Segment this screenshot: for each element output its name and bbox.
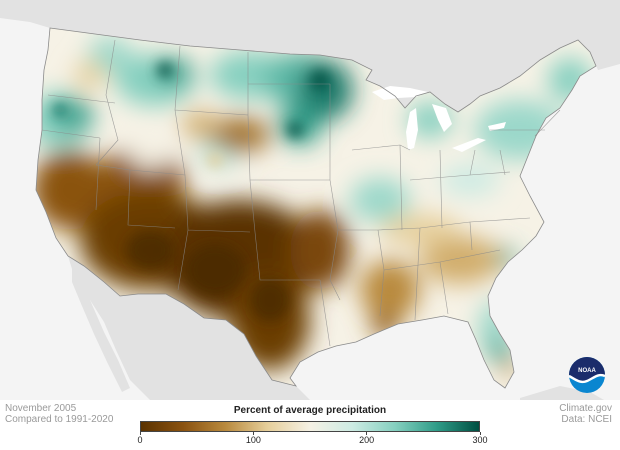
map-date: November 2005 (5, 403, 77, 414)
legend-tick-mark (366, 432, 368, 435)
legend-color-bar (140, 421, 480, 432)
lake-erie (452, 138, 486, 152)
legend-tick-label: 0 (137, 435, 143, 445)
lake-huron (432, 104, 452, 132)
legend-tick-label: 200 (359, 435, 375, 445)
footer: November 2005 Compared to 1991-2020 Perc… (0, 400, 620, 450)
mexico-landmass (68, 256, 310, 400)
canada-landmass (0, 0, 620, 112)
legend-title: Percent of average precipitation (233, 405, 387, 416)
lake-ontario (488, 122, 506, 131)
precipitation-map (0, 0, 620, 400)
legend-tick-label: 300 (472, 435, 488, 445)
legend-tick-mark (479, 432, 481, 435)
noaa-logo: NOAA (568, 357, 606, 393)
legend-tick-mark (139, 432, 141, 435)
source-credit: Climate.gov (559, 403, 612, 414)
data-credit: Data: NCEI (561, 414, 612, 425)
baseline-period: Compared to 1991-2020 (5, 414, 114, 425)
us-outline (35, 27, 597, 389)
legend-tick-mark (252, 432, 254, 435)
lake-superior (372, 86, 428, 100)
cuba (520, 386, 604, 400)
noaa-logo-text: NOAA (578, 368, 596, 374)
state-borders (41, 39, 561, 347)
legend-tick-label: 100 (245, 435, 261, 445)
baja-california (72, 262, 130, 392)
lake-michigan (406, 108, 418, 150)
